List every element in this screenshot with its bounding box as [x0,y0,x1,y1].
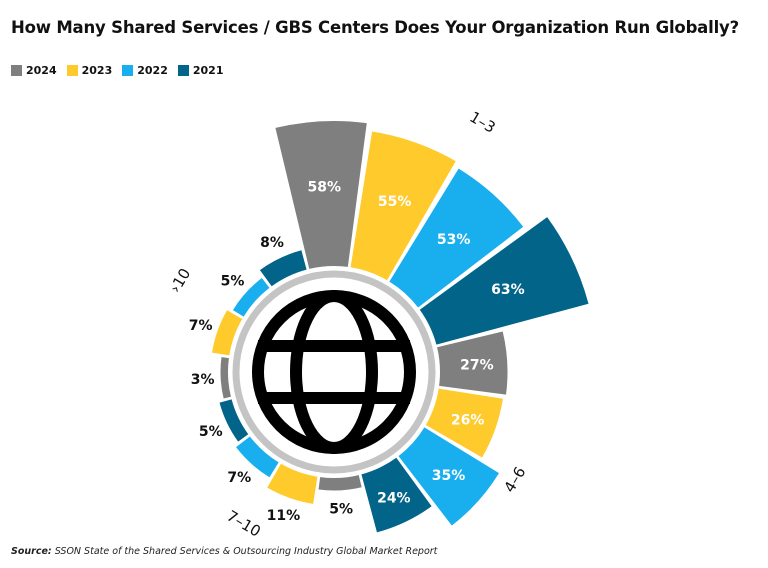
bar-2024-0 [275,120,367,269]
legend: 2024 2023 2022 2021 [11,64,224,77]
bar-2021-3 [259,250,307,287]
category-label: ›10 [166,265,194,296]
value-label: 5% [329,501,353,517]
legend-label: 2021 [192,64,224,77]
center-ring [232,270,436,474]
value-label: 24% [377,490,411,506]
value-label: 5% [199,424,223,440]
value-label: 7% [227,470,251,486]
value-label: 27% [460,358,494,374]
bar-2023-0 [350,131,456,281]
bars-layer [212,120,589,533]
legend-swatch [122,65,134,76]
legend-item-2023: 2023 [66,64,113,77]
bar-2024-1 [437,331,508,395]
value-label: 63% [491,282,525,298]
legend-swatch [66,65,78,76]
legend-swatch [177,65,189,76]
value-label: 58% [308,180,342,196]
bar-2022-2 [236,436,279,478]
bar-2021-0 [419,217,589,345]
bar-2021-1 [361,457,432,533]
chart-title: How Many Shared Services / GBS Centers D… [11,18,739,37]
bar-2022-1 [398,427,499,526]
legend-label: 2023 [81,64,113,77]
category-label: 4–6 [500,464,529,496]
bar-2021-2 [219,399,249,442]
value-label: 53% [437,232,471,248]
value-label: 8% [260,235,284,251]
value-label: 7% [189,318,213,334]
value-label: 11% [267,508,301,524]
source-label: Source: [11,546,52,557]
legend-item-2022: 2022 [122,64,168,77]
value-label: 5% [221,274,245,290]
source-note: Source: SSON State of the Shared Service… [11,546,437,557]
legend-label: 2022 [137,64,168,77]
bar-2022-0 [389,168,524,308]
bar-2023-1 [425,388,503,458]
legend-item-2024: 2024 [11,64,57,77]
bar-2023-2 [267,463,318,504]
value-label: 55% [378,194,412,210]
bar-2022-3 [232,277,270,317]
category-label: 1–3 [467,108,499,137]
bar-2024-2 [318,475,362,491]
globe-icon [252,290,416,454]
bar-2024-3 [220,357,231,399]
bar-2023-3 [212,310,243,356]
legend-label: 2024 [26,64,57,77]
value-label: 26% [451,412,485,428]
value-label: 35% [432,468,466,484]
category-label: 7–10 [224,507,264,541]
source-text: SSON State of the Shared Services & Outs… [54,546,438,557]
value-label: 3% [191,372,215,388]
legend-item-2021: 2021 [177,64,224,77]
legend-swatch [11,65,22,76]
